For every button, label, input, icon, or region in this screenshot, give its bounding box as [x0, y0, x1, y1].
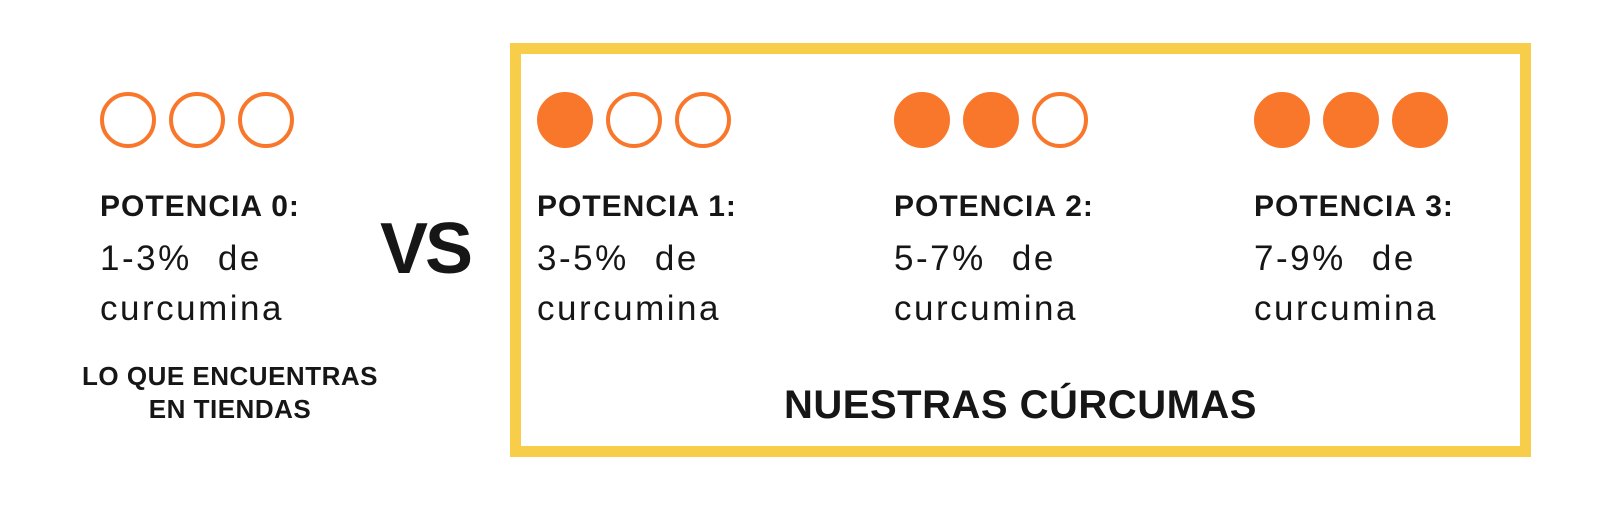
potency-dots — [894, 92, 1234, 148]
potency-range-line1: 3-5% de — [537, 239, 699, 278]
potency-title: POTENCIA 0: — [100, 190, 300, 223]
potency-range-line1: 1-3% de — [100, 239, 262, 278]
potency-range-line2: curcumina — [894, 289, 1078, 328]
filled-dot-icon — [1392, 92, 1448, 148]
our-potency-card-3: POTENCIA 3: 7-9% de curcumina — [1254, 92, 1594, 334]
store-potency-card: POTENCIA 0: 1-3% de curcumina — [100, 92, 440, 334]
potency-range-line1: 7-9% de — [1254, 239, 1416, 278]
filled-dot-icon — [894, 92, 950, 148]
empty-dot-icon — [1032, 92, 1088, 148]
potency-range: 7-9% de curcumina — [1254, 234, 1594, 334]
store-note: LO QUE ENCUENTRAS EN TIENDAS — [65, 360, 395, 426]
empty-dot-icon — [100, 92, 156, 148]
our-potency-card-2: POTENCIA 2: 5-7% de curcumina — [894, 92, 1234, 334]
potency-range-line2: curcumina — [537, 289, 721, 328]
potency-dots — [100, 92, 440, 148]
potency-title: POTENCIA 1: — [537, 190, 737, 223]
empty-dot-icon — [169, 92, 225, 148]
potency-range-line2: curcumina — [100, 289, 284, 328]
filled-dot-icon — [537, 92, 593, 148]
empty-dot-icon — [675, 92, 731, 148]
potency-range: 3-5% de curcumina — [537, 234, 877, 334]
empty-dot-icon — [238, 92, 294, 148]
potency-range-line1: 5-7% de — [894, 239, 1056, 278]
store-note-line2: EN TIENDAS — [148, 394, 312, 424]
potency-dots — [537, 92, 877, 148]
potency-dots — [1254, 92, 1594, 148]
empty-dot-icon — [606, 92, 662, 148]
potency-range: 5-7% de curcumina — [894, 234, 1234, 334]
filled-dot-icon — [963, 92, 1019, 148]
filled-dot-icon — [1323, 92, 1379, 148]
store-note-line1: LO QUE ENCUENTRAS — [82, 361, 378, 391]
our-curcumas-box: NUESTRAS CÚRCUMAS — [510, 43, 1531, 457]
our-curcumas-caption: NUESTRAS CÚRCUMAS — [784, 383, 1257, 427]
potency-range-line2: curcumina — [1254, 289, 1438, 328]
potency-title: POTENCIA 2: — [894, 190, 1094, 223]
vs-label: VS — [380, 209, 473, 289]
filled-dot-icon — [1254, 92, 1310, 148]
our-potency-card-1: POTENCIA 1: 3-5% de curcumina — [537, 92, 877, 334]
potency-range: 1-3% de curcumina — [100, 234, 440, 334]
potency-title: POTENCIA 3: — [1254, 190, 1454, 223]
